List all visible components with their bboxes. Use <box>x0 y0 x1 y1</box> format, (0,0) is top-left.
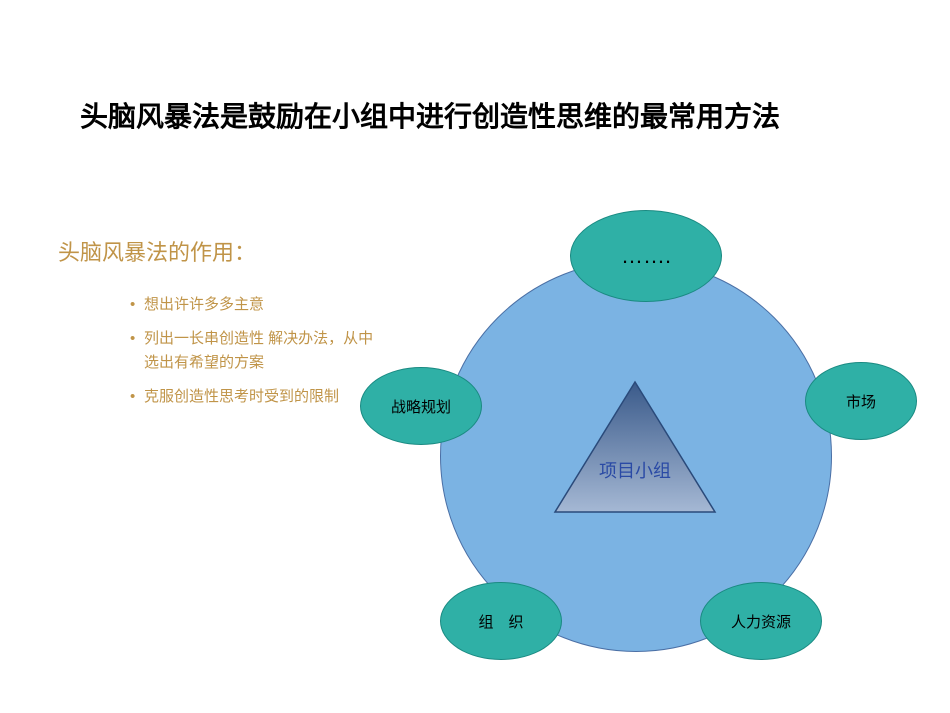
bullet-item: 克服创造性思考时受到的限制 <box>130 385 380 409</box>
satellite-ellipse: 市场 <box>805 362 917 440</box>
bullet-item: 列出一长串创造性 解决办法，从中选出有希望的方案 <box>130 327 380 375</box>
bullet-list: 想出许许多多主意 列出一长串创造性 解决办法，从中选出有希望的方案 克服创造性思… <box>90 293 380 419</box>
satellite-ellipse: 战略规划 <box>360 367 482 445</box>
satellite-ellipse: ……. <box>570 210 722 302</box>
triangle-label: 项目小组 <box>575 457 695 483</box>
page-title: 头脑风暴法是鼓励在小组中进行创造性思维的最常用方法 <box>80 95 910 135</box>
subtitle: 头脑风暴法的作用： <box>58 235 256 267</box>
satellite-ellipse: 组 织 <box>440 582 562 660</box>
diagram-area: 项目小组 …….战略规划市场组 织人力资源 <box>355 225 915 665</box>
bullet-item: 想出许许多多主意 <box>130 293 380 317</box>
triangle-icon: 项目小组 <box>553 380 717 519</box>
satellite-ellipse: 人力资源 <box>700 582 822 660</box>
